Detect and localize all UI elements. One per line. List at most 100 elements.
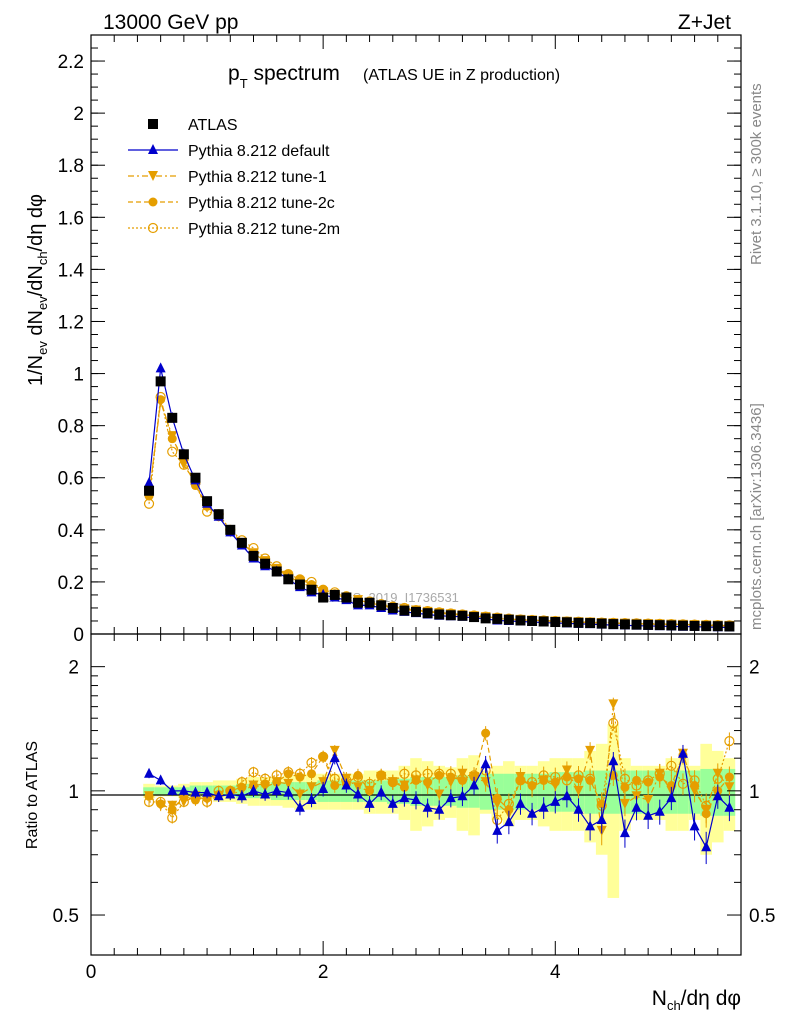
data-point [585, 618, 596, 629]
legend-marker [148, 197, 158, 207]
main-panel: 00.20.40.60.811.21.41.61.822.2 ATLAS_201… [25, 34, 742, 646]
ratio-point [330, 781, 340, 791]
ratio-point [643, 777, 653, 787]
ratio-point [619, 827, 630, 838]
data-point [236, 537, 247, 548]
legend-marker [148, 171, 158, 181]
legend-item: Pythia 8.212 default [128, 143, 330, 160]
data-point [666, 620, 677, 631]
main-series [143, 362, 735, 632]
data-point [260, 558, 271, 569]
ratio-point [527, 782, 538, 793]
ratio-point [294, 801, 305, 812]
data-point [387, 602, 398, 613]
band-inner [386, 778, 399, 804]
data-point [271, 566, 282, 577]
legend-label: ATLAS [188, 117, 238, 134]
ratio-y-tick-label-right: 2 [749, 658, 760, 679]
ratio-point [434, 789, 445, 800]
data-point [294, 579, 305, 590]
ratio-point [271, 777, 282, 788]
ratio-point [411, 775, 421, 786]
ratio-point [608, 717, 619, 729]
main-y-tick-label: 0.2 [58, 573, 84, 594]
data-point [457, 610, 468, 621]
ratio-point [167, 784, 178, 795]
main-y-tick-label: 2 [73, 104, 84, 125]
ratio-point [445, 777, 456, 788]
main-y-ticks: 0 0.2 0.4 0.6 0.8 1 1.2 1.4 1.6 1.8 2 2.2 [58, 34, 741, 646]
ratio-point [422, 780, 433, 791]
data-point [469, 612, 480, 623]
title-sub: T [240, 76, 248, 91]
band-inner [479, 773, 492, 810]
data-point [445, 610, 456, 621]
ratio-point [666, 760, 677, 771]
ratio-point [364, 797, 375, 808]
ratio-point [515, 797, 526, 808]
legend-marker [148, 119, 158, 129]
ratio-point [202, 795, 213, 806]
data-point [608, 619, 619, 630]
ratio-point [190, 786, 201, 797]
legend-label: Pythia 8.212 tune-2c [188, 195, 335, 212]
ratio-point [550, 780, 561, 791]
ratio-point [318, 783, 329, 794]
band-inner [584, 770, 596, 814]
ratio-point [689, 820, 700, 831]
main-y-tick-label: 1.8 [58, 156, 84, 177]
data-point [643, 619, 654, 630]
data-point [178, 449, 189, 460]
main-y-label: 1/Nev dNev/dNch/dη dφ [25, 194, 50, 386]
data-point [724, 621, 735, 632]
ratio-point [561, 765, 572, 776]
ratio-point [608, 699, 619, 710]
ratio-point [585, 775, 595, 785]
data-point [167, 431, 178, 442]
main-y-tick-label: 1.2 [58, 312, 84, 333]
data-point [515, 615, 526, 626]
data-point [329, 589, 340, 600]
band-inner [503, 773, 515, 810]
ratio-point [445, 792, 456, 803]
ratio-point [619, 798, 630, 809]
ratio-point [573, 785, 584, 796]
data-point [573, 617, 584, 628]
ratio-y-tick-label-right: 1 [749, 782, 760, 803]
ratio-y-tick-label-right: 0.5 [749, 906, 775, 927]
ratio-point [294, 789, 305, 800]
data-point [631, 619, 642, 630]
x-tick-label: 2 [318, 962, 329, 983]
ratio-point [144, 791, 155, 802]
data-point [376, 600, 387, 611]
data-point [503, 614, 514, 625]
data-point [538, 616, 549, 627]
ratio-point [632, 775, 642, 785]
legend-label: Pythia 8.212 default [188, 143, 330, 160]
ratio-point [202, 786, 213, 797]
main-y-tick-label: 2.2 [58, 52, 84, 73]
ratio-point [689, 785, 700, 796]
mcplots-label: mcplots.cern.ch [arXiv:1306.3436] [748, 403, 765, 630]
ratio-point [236, 790, 247, 801]
ratio-point [260, 782, 271, 793]
plot-title-paren: (ATLAS UE in Z production) [363, 67, 560, 84]
band-inner [595, 770, 608, 814]
ratio-point [654, 805, 665, 816]
data-point [155, 376, 166, 387]
data-point [167, 446, 178, 457]
x-tick-label: 4 [550, 962, 561, 983]
ratio-point [515, 772, 526, 783]
ratio-point [283, 778, 294, 789]
data-point [248, 550, 259, 561]
ratio-point [329, 752, 340, 763]
ratio-point [422, 801, 433, 812]
ratio-y-tick-label: 0.5 [53, 906, 79, 927]
ratio-point [248, 784, 259, 795]
ratio-point [538, 801, 549, 812]
ratio-point [155, 774, 166, 785]
data-point [178, 459, 189, 470]
ratio-point [213, 790, 224, 801]
ratio-point [643, 809, 654, 820]
